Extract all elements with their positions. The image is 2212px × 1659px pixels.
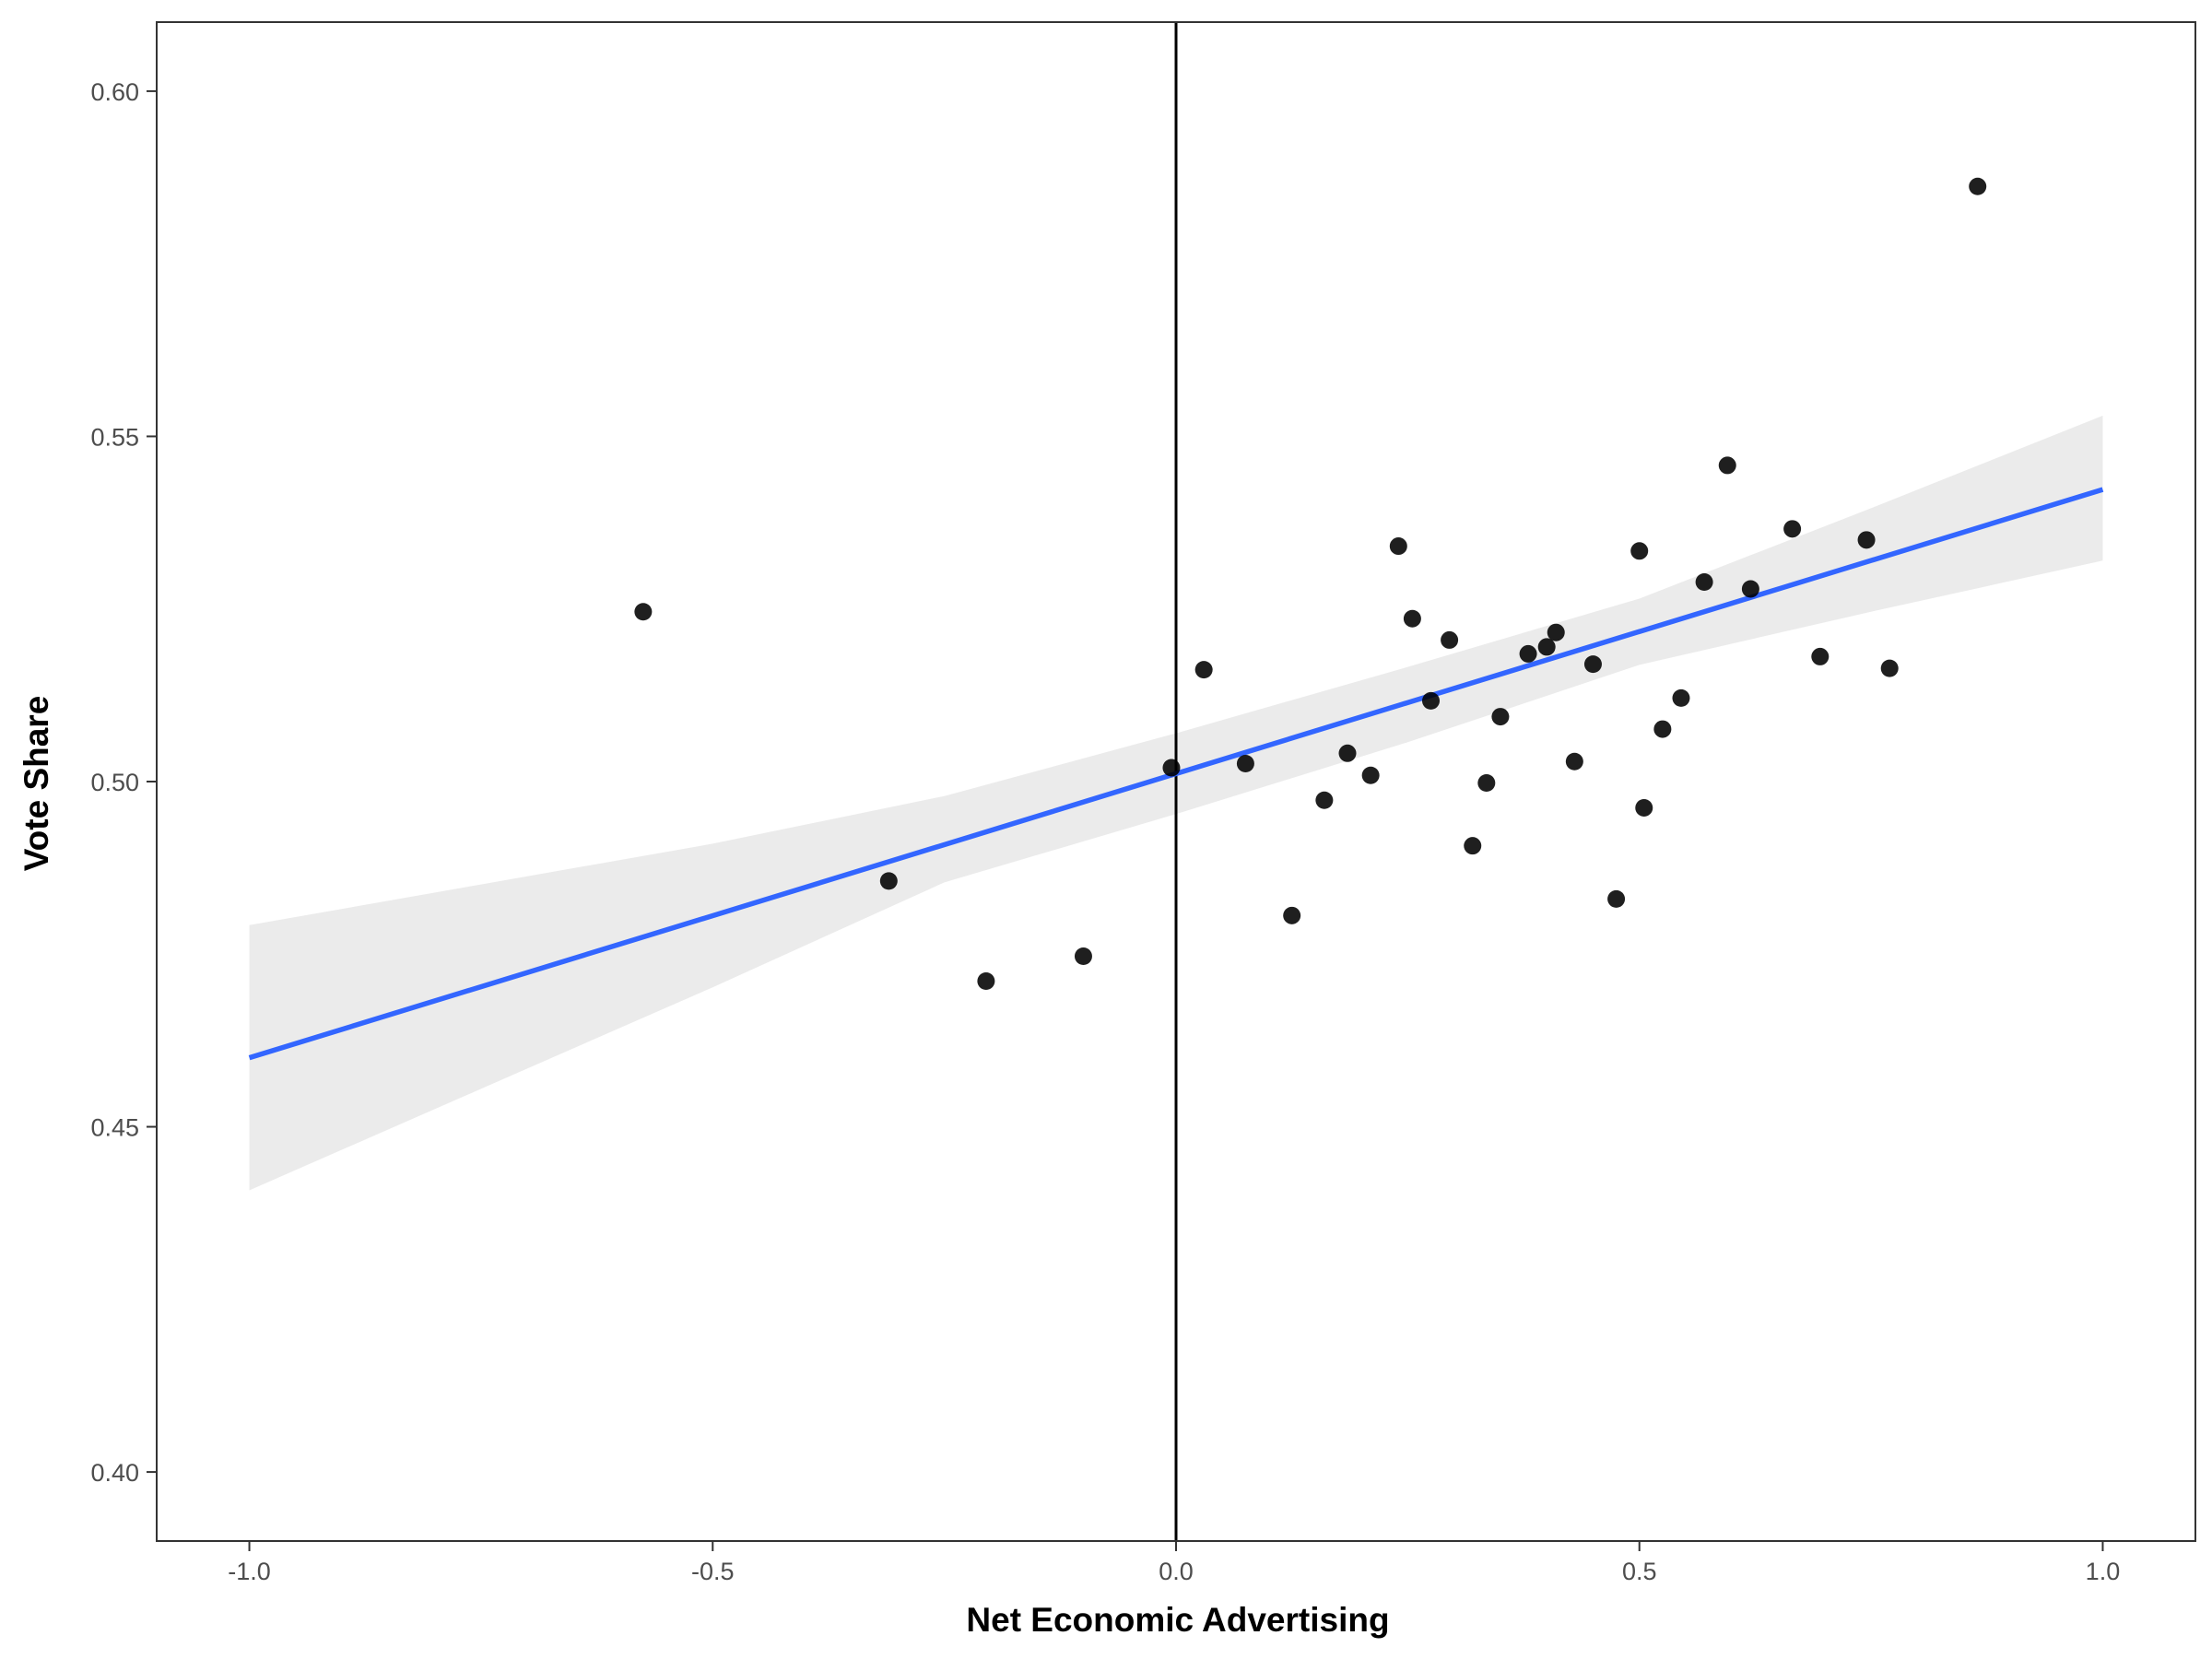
- data-point: [1857, 531, 1876, 549]
- data-point: [1194, 661, 1213, 679]
- data-point: [1338, 744, 1357, 762]
- data-point: [1653, 720, 1672, 738]
- data-point: [1477, 773, 1496, 792]
- axes-layer: -1.0 -0.5 0.0 0.5 1.0 0.40 0.45 0.50 0.55 0.60: [90, 21, 2196, 1585]
- data-point: [1537, 638, 1556, 656]
- data-point: [1464, 837, 1482, 855]
- data-point: [1565, 752, 1583, 771]
- data-point: [1361, 766, 1380, 784]
- data-point: [1783, 520, 1802, 538]
- data-point: [1236, 755, 1254, 773]
- y-tick-label: 0.60: [90, 78, 139, 106]
- data-point: [1695, 573, 1713, 592]
- data-point: [1422, 691, 1440, 710]
- data-point: [1718, 456, 1736, 475]
- data-point: [1519, 644, 1537, 663]
- data-point: [1880, 659, 1899, 677]
- data-point: [1583, 655, 1602, 674]
- y-tick-label: 0.40: [90, 1459, 139, 1487]
- x-tick-label: 0.0: [1159, 1558, 1194, 1585]
- data-point: [1741, 580, 1759, 598]
- x-axis-title: Net Economic Advertising: [966, 1601, 1389, 1639]
- data-point: [1074, 947, 1092, 966]
- x-tick-label: -1.0: [228, 1558, 271, 1585]
- data-point: [1162, 759, 1181, 777]
- y-axis-title: Vote Share: [18, 696, 55, 872]
- x-tick-label: -0.5: [691, 1558, 735, 1585]
- data-point: [1403, 609, 1421, 628]
- data-point: [1441, 630, 1459, 649]
- data-point: [1283, 906, 1301, 924]
- data-point: [1491, 708, 1510, 726]
- data-point: [1969, 177, 1987, 195]
- data-point: [1547, 623, 1565, 641]
- x-tick-label: 0.5: [1622, 1558, 1657, 1585]
- y-tick-label: 0.45: [90, 1114, 139, 1142]
- data-point: [634, 603, 653, 621]
- data-point: [1389, 537, 1407, 556]
- y-tick-label: 0.50: [90, 769, 139, 796]
- data-point: [1672, 688, 1690, 707]
- data-point: [1635, 798, 1653, 817]
- data-point: [879, 872, 898, 890]
- x-tick-label: 1.0: [2086, 1558, 2121, 1585]
- data-point: [1315, 791, 1334, 809]
- points-layer: [634, 177, 1987, 990]
- data-point: [1630, 542, 1649, 560]
- y-tick-label: 0.55: [90, 423, 139, 451]
- data-point: [1811, 647, 1830, 665]
- data-point: [977, 971, 995, 990]
- data-point: [1607, 889, 1626, 908]
